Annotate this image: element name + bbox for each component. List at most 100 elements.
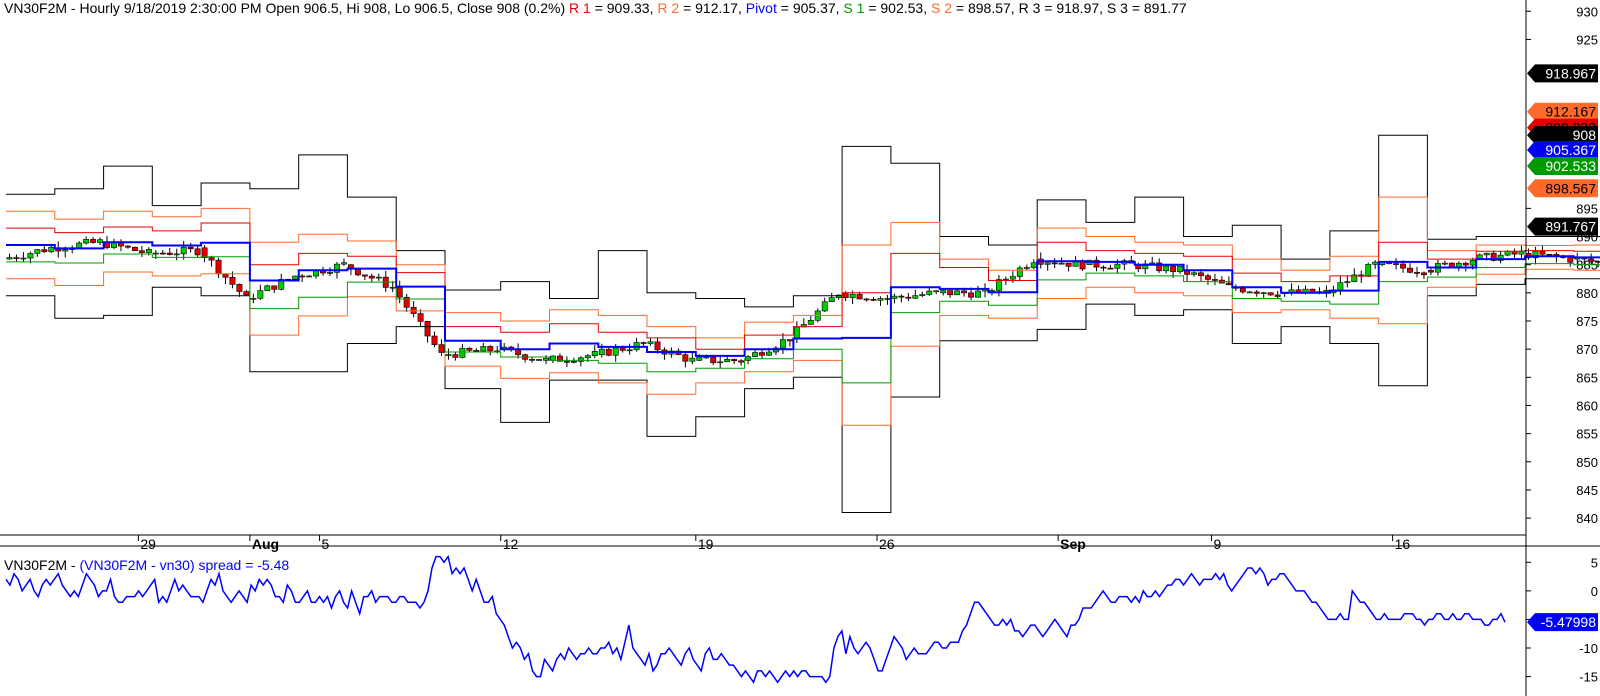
level-line-s3 xyxy=(6,278,1600,513)
candle xyxy=(536,359,542,361)
candle xyxy=(661,347,668,360)
candle-up xyxy=(1532,250,1539,259)
candle-down xyxy=(1225,282,1232,285)
candle xyxy=(271,285,278,293)
candle xyxy=(20,252,27,263)
candle-down xyxy=(640,342,647,344)
candle-down xyxy=(1421,272,1427,276)
candle xyxy=(591,344,598,359)
candle-up xyxy=(550,355,556,361)
candle-up xyxy=(954,290,961,296)
candle xyxy=(1142,260,1149,275)
candle xyxy=(710,356,717,366)
candle xyxy=(1407,263,1413,274)
x-tick-label: 19 xyxy=(698,536,714,552)
candle xyxy=(97,237,104,245)
candle-up xyxy=(626,349,633,352)
price-tick-label: 925 xyxy=(1576,32,1598,47)
candle-down xyxy=(570,361,577,363)
candle-up xyxy=(1351,274,1358,283)
candle-up xyxy=(647,341,654,344)
candle xyxy=(863,297,870,302)
candle-down xyxy=(131,246,138,251)
candle xyxy=(347,264,354,276)
candle-down xyxy=(759,352,765,356)
candle-down xyxy=(515,349,522,356)
candle xyxy=(6,253,13,260)
candle xyxy=(1414,266,1420,278)
spread-tick-label: -15 xyxy=(1579,670,1598,685)
candle xyxy=(459,343,466,359)
candle-down xyxy=(605,348,612,356)
title-symbol: VN30F2M xyxy=(4,0,68,16)
candle xyxy=(389,281,396,292)
candle-down xyxy=(1156,262,1163,272)
spread-line xyxy=(5,554,1506,684)
candle xyxy=(417,309,424,328)
candle-down xyxy=(187,246,194,250)
candle-down xyxy=(438,344,445,353)
candle-down xyxy=(1205,275,1211,280)
candle xyxy=(1051,258,1058,269)
candle xyxy=(473,348,480,352)
candle xyxy=(717,355,724,369)
candle-up xyxy=(1023,267,1030,269)
candle-down xyxy=(961,290,968,294)
candle xyxy=(1023,264,1030,271)
x-tick-label: 26 xyxy=(879,536,895,552)
candle-up xyxy=(480,346,487,352)
candle xyxy=(187,242,194,253)
candle-up xyxy=(577,357,584,362)
candle-up xyxy=(793,326,800,339)
r2-value: = 912.17, xyxy=(679,0,746,16)
candle xyxy=(647,337,654,346)
candle xyxy=(180,240,187,260)
candle-down xyxy=(208,257,215,261)
candle-up xyxy=(1497,254,1504,261)
candle xyxy=(208,255,215,267)
candle-down xyxy=(898,295,905,298)
candle xyxy=(1225,276,1232,286)
candle xyxy=(800,318,807,328)
candle xyxy=(438,339,445,356)
price-tick-label: 850 xyxy=(1576,455,1598,470)
candle-down xyxy=(243,291,250,296)
candle-down xyxy=(1065,262,1072,267)
candle xyxy=(320,266,326,276)
level-line-r1 xyxy=(6,222,1600,350)
candle-up xyxy=(1030,262,1037,268)
candle xyxy=(1044,261,1051,271)
price-label: 905.367 xyxy=(1527,140,1598,159)
candle xyxy=(1427,268,1434,276)
candle-down xyxy=(884,298,891,300)
candle xyxy=(487,345,494,356)
candle-down xyxy=(424,321,431,337)
candle-down xyxy=(1400,263,1407,269)
candle xyxy=(1421,271,1427,279)
candle xyxy=(1184,264,1191,282)
candle-up xyxy=(696,356,703,361)
level-line-r2 xyxy=(6,196,1600,339)
candle-down xyxy=(138,250,145,253)
candle xyxy=(1274,290,1281,299)
candle xyxy=(410,301,417,318)
candle xyxy=(1267,292,1274,297)
candle-up xyxy=(995,279,1002,291)
candle-up xyxy=(48,246,55,253)
candle-down xyxy=(1539,250,1546,255)
candle-up xyxy=(1058,262,1065,265)
candle-up xyxy=(34,249,41,254)
candle xyxy=(501,343,508,352)
candle xyxy=(633,337,640,352)
candle xyxy=(598,343,605,358)
candles xyxy=(6,235,1600,369)
candle-down xyxy=(738,360,745,363)
candle-down xyxy=(1546,253,1553,256)
candle xyxy=(1191,271,1197,277)
candle-up xyxy=(257,290,264,299)
candle xyxy=(375,273,382,281)
price-pane: 8408458508558608658708758808858908959259… xyxy=(6,4,1600,526)
candle-up xyxy=(1372,261,1379,265)
price-label-box xyxy=(1527,156,1598,175)
candle xyxy=(1121,258,1128,271)
